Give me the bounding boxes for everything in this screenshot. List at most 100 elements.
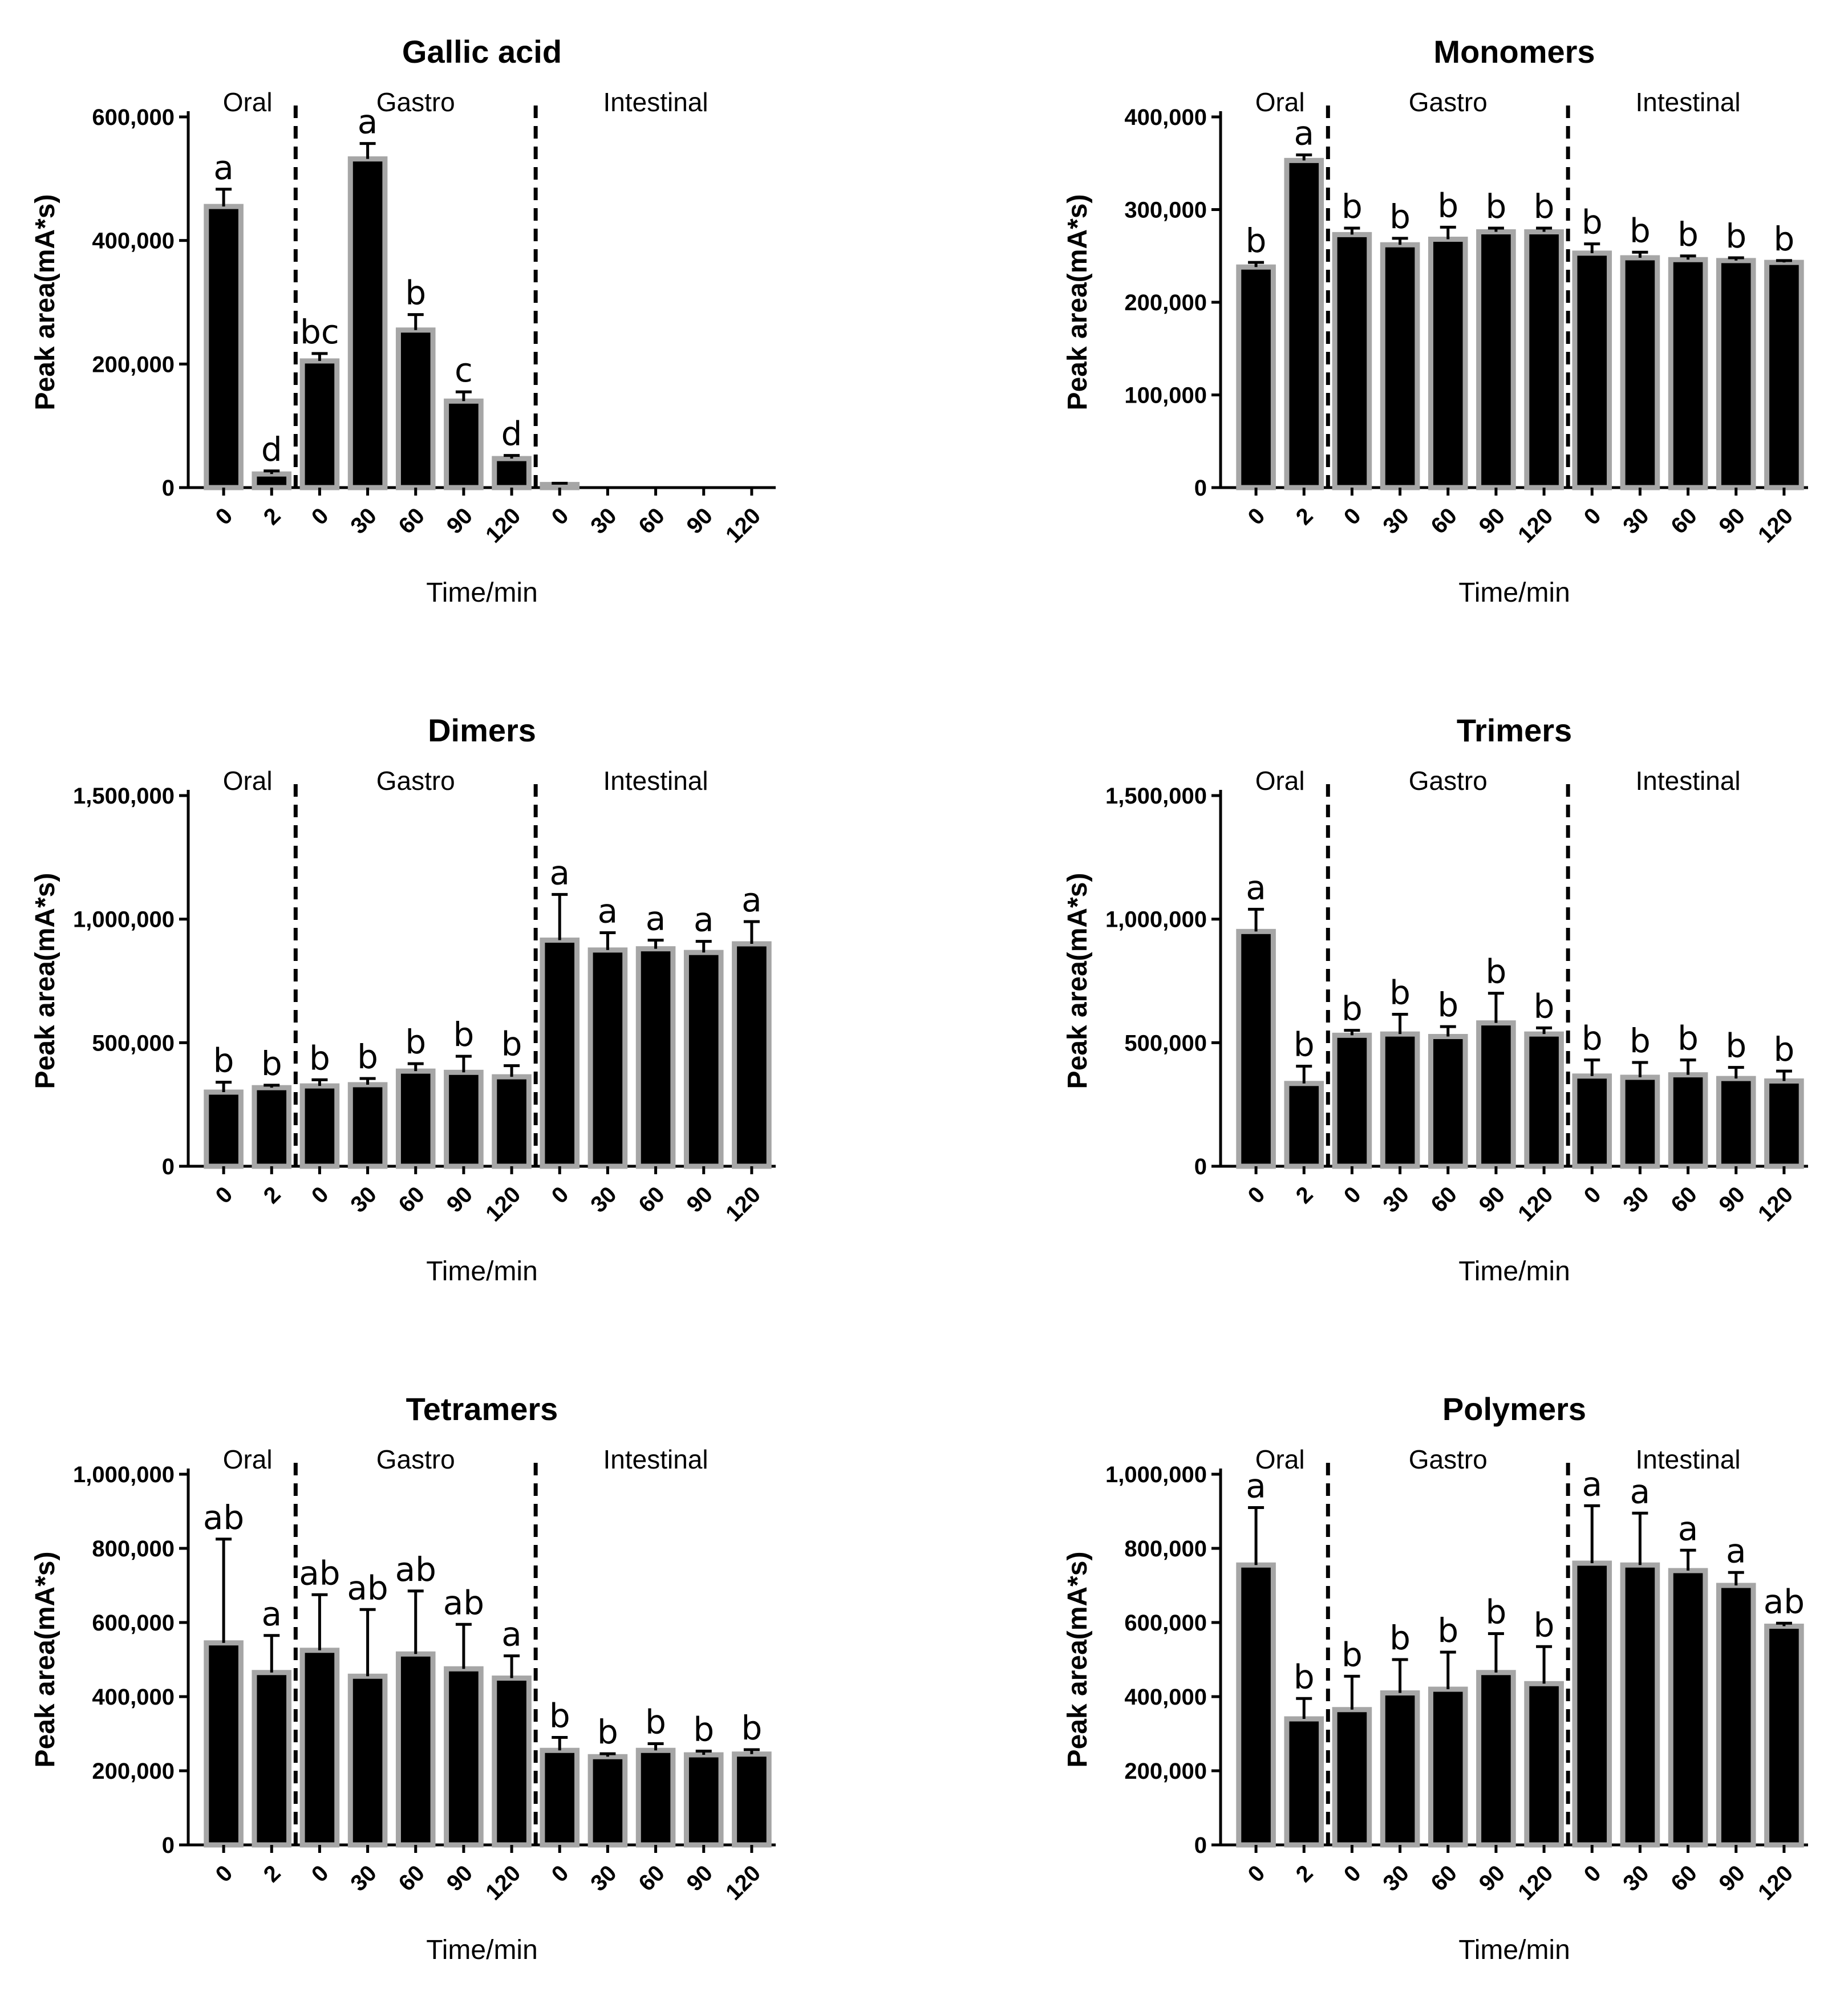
significance-letter: a <box>213 148 234 187</box>
significance-letter: b <box>1630 1021 1651 1060</box>
phase-label: Oral <box>1255 87 1305 117</box>
bar <box>1428 237 1468 490</box>
x-tick-label: 0 <box>307 503 334 530</box>
x-axis-label: Time/min <box>426 1935 538 1965</box>
bar <box>635 1747 676 1848</box>
bar <box>1572 1073 1612 1169</box>
bar <box>1716 1583 1756 1848</box>
x-tick-label: 30 <box>1378 1860 1414 1896</box>
bar <box>635 946 676 1169</box>
bar <box>732 1751 772 1848</box>
significance-letter: b <box>1486 1593 1507 1632</box>
x-tick-label: 90 <box>682 1182 718 1218</box>
significance-letter: b <box>1725 1027 1746 1065</box>
significance-letter: b <box>1677 1019 1699 1058</box>
bar <box>1716 1076 1756 1169</box>
y-tick-label: 400,000 <box>92 229 175 254</box>
x-tick-label: 2 <box>259 1182 286 1208</box>
y-tick-label: 200,000 <box>1124 1759 1207 1784</box>
x-axis-label: Time/min <box>426 1256 538 1287</box>
significance-letter: a <box>1726 1531 1746 1570</box>
significance-letter: b <box>1389 973 1411 1012</box>
bar <box>587 1754 628 1848</box>
bar <box>1236 1562 1276 1848</box>
x-tick-label: 60 <box>1666 1182 1702 1218</box>
y-tick-label: 0 <box>1194 476 1207 501</box>
x-tick-label: 0 <box>1579 1182 1606 1208</box>
x-tick-label: 90 <box>1474 1860 1510 1896</box>
phase-label: Oral <box>223 766 273 796</box>
bar <box>1284 1081 1324 1169</box>
bar <box>1668 1568 1708 1848</box>
phase-label: Intestinal <box>603 1445 708 1474</box>
bar <box>1668 257 1708 490</box>
y-tick-label: 600,000 <box>1124 1611 1207 1636</box>
bar <box>1764 1078 1804 1169</box>
x-tick-label: 120 <box>1753 1860 1798 1905</box>
bar <box>1380 242 1420 490</box>
y-tick-label: 600,000 <box>92 105 175 130</box>
significance-letter: a <box>1630 1472 1651 1511</box>
significance-letter: b <box>1437 985 1458 1024</box>
bar <box>1476 229 1516 490</box>
bar <box>1284 157 1324 490</box>
y-tick-label: 0 <box>162 476 175 501</box>
significance-letter: b <box>1486 952 1507 991</box>
bar <box>395 327 436 490</box>
y-tick-label: 500,000 <box>1124 1031 1207 1056</box>
bar <box>252 471 292 490</box>
phase-label: Intestinal <box>1636 766 1741 796</box>
significance-letter: b <box>1534 187 1555 226</box>
x-tick-label: 60 <box>634 1860 670 1896</box>
x-tick-label: 30 <box>346 503 382 539</box>
bar <box>1236 264 1276 490</box>
significance-letter: ab <box>443 1583 484 1622</box>
significance-letter: b <box>1486 187 1507 226</box>
x-axis-label: Time/min <box>1458 1935 1570 1965</box>
x-tick-label: 0 <box>307 1860 334 1887</box>
bar <box>347 1082 388 1169</box>
x-tick-label: 30 <box>1618 1182 1654 1218</box>
phase-label: Gastro <box>376 766 455 796</box>
x-tick-label: 90 <box>442 1182 478 1218</box>
significance-letter: ab <box>203 1498 244 1537</box>
x-axis-label: Time/min <box>426 578 538 608</box>
bar <box>444 398 484 490</box>
significance-letter: b <box>1294 1025 1315 1064</box>
bar <box>1380 1031 1420 1169</box>
x-tick-label: 30 <box>1618 503 1654 539</box>
x-tick-label: 0 <box>1579 503 1606 530</box>
significance-letter: b <box>357 1037 378 1076</box>
significance-letter: b <box>1630 211 1651 250</box>
phase-label: Gastro <box>376 1445 455 1474</box>
x-tick-label: 30 <box>1378 503 1414 539</box>
x-tick-label: 0 <box>547 1860 574 1887</box>
chart-title: Monomers <box>1433 34 1595 70</box>
x-tick-label: 90 <box>1474 503 1510 539</box>
bar <box>1332 1707 1372 1848</box>
significance-letter: b <box>1774 220 1795 258</box>
bar <box>492 1676 532 1848</box>
y-tick-label: 1,000,000 <box>73 1462 175 1487</box>
significance-letter: b <box>693 1710 714 1749</box>
bar <box>204 1089 244 1169</box>
significance-letter: a <box>501 1615 522 1654</box>
bar <box>492 456 532 490</box>
significance-letter: ab <box>1764 1582 1805 1621</box>
x-tick-label: 60 <box>394 1860 430 1896</box>
bar <box>540 1747 580 1848</box>
significance-letter: b <box>309 1039 330 1077</box>
y-axis-label: Peak area(mA*s) <box>1063 194 1093 411</box>
x-tick-label: 0 <box>1243 503 1270 530</box>
y-tick-label: 600,000 <box>92 1611 175 1636</box>
phase-label: Gastro <box>1409 87 1488 117</box>
significance-letter: b <box>1246 221 1267 260</box>
x-tick-label: 0 <box>547 1182 574 1208</box>
significance-letter: a <box>1294 114 1314 153</box>
bar <box>252 1085 292 1169</box>
x-tick-label: 120 <box>1753 503 1798 547</box>
x-tick-label: 2 <box>1291 1860 1318 1887</box>
bar <box>1620 255 1660 490</box>
bar <box>1428 1686 1468 1848</box>
x-tick-label: 30 <box>1378 1182 1414 1218</box>
